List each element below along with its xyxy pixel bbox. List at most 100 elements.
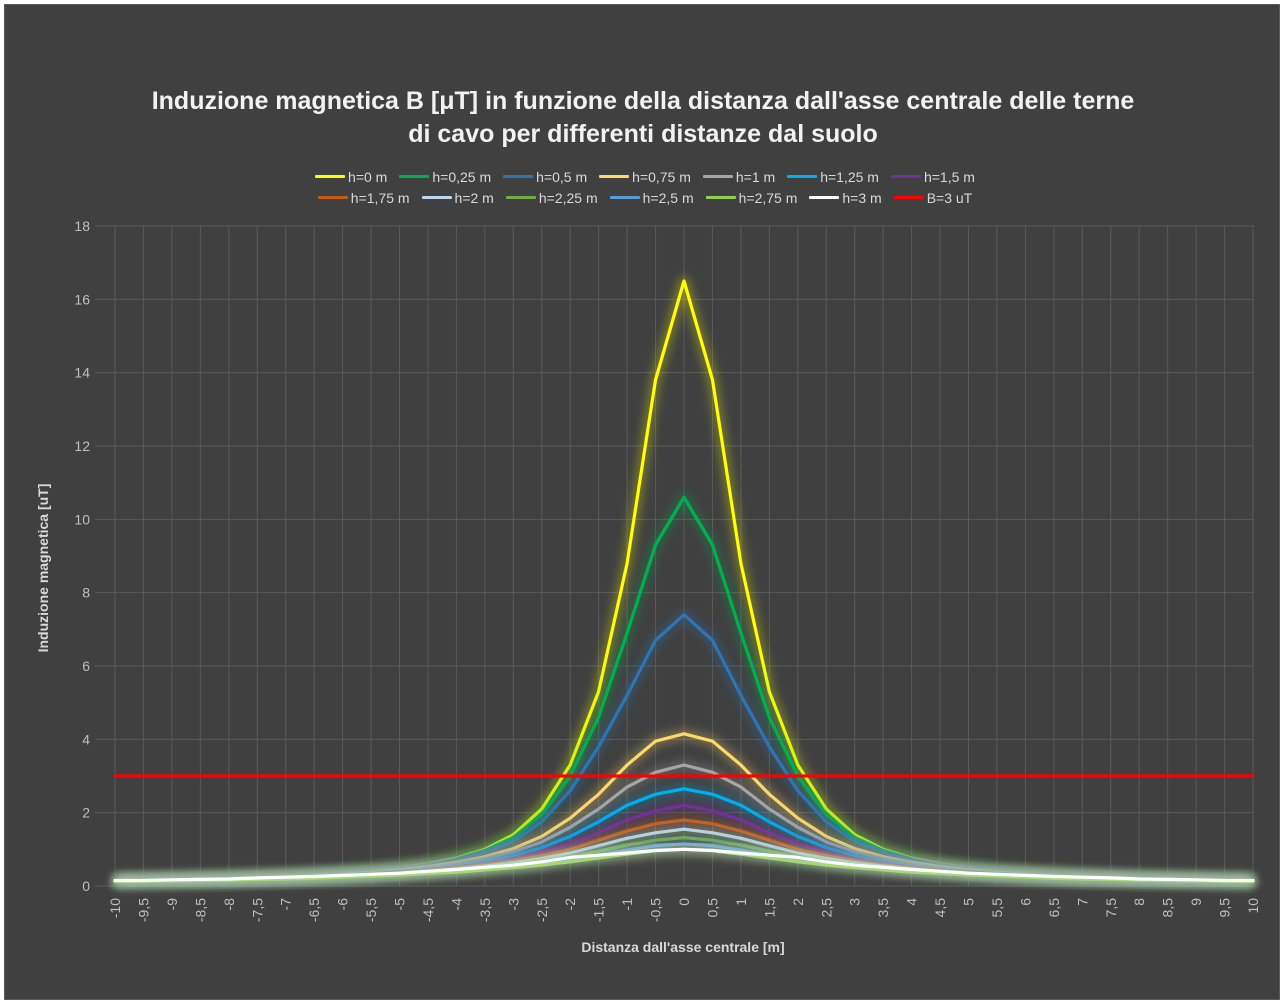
x-tick-label: -5,5 (363, 898, 379, 922)
legend-label: h=2,75 m (738, 189, 798, 206)
legend-item: h=2,75 m (705, 189, 798, 206)
y-tick-label: 12 (74, 438, 90, 454)
legend-swatch (705, 196, 736, 199)
x-tick-label: -9,5 (135, 898, 151, 922)
legend-swatch (890, 175, 921, 178)
legend-item: h=1,25 m (787, 169, 879, 185)
legend-label: h=2 m (454, 189, 494, 206)
legend-item: h=0 m (315, 169, 387, 185)
x-tick-label: -1 (619, 898, 635, 911)
legend-item: h=0,5 m (503, 169, 587, 185)
x-tick-label: 5 (961, 898, 977, 906)
y-tick-label: 0 (82, 878, 90, 894)
x-tick-label: -4 (448, 898, 464, 911)
x-tick-label: -6,5 (306, 898, 322, 922)
x-tick-label: 8 (1131, 898, 1147, 906)
legend-label: h=0,25 m (432, 168, 492, 185)
chart-legend: h=0 m h=0,25 m h=0,5 m h=0,75 m h=1 m h=1,25 … (105, 166, 1185, 208)
x-tick-label: -0,5 (648, 898, 664, 922)
x-tick-label: -1,5 (591, 898, 607, 922)
legend-swatch (421, 196, 452, 199)
chart-title-line-1: Induzione magnetica B [μT] in funzione d… (151, 87, 1135, 115)
x-tick-label: 0,5 (704, 898, 720, 918)
x-tick-label: 0 (676, 898, 692, 906)
y-tick-label: 14 (74, 365, 90, 381)
legend-item: h=2,25 m (505, 189, 598, 206)
legend-item: h=2 m (421, 189, 494, 206)
x-tick-label: -8 (221, 898, 237, 911)
y-tick-label: 18 (74, 218, 90, 234)
x-tick-label: -3,5 (477, 898, 493, 922)
x-tick-label: 9,5 (1217, 898, 1233, 918)
legend-label: h=0 m (348, 168, 388, 185)
legend-label: h=0,75 m (632, 168, 691, 185)
legend-label: h=1,25 m (820, 168, 879, 185)
x-tick-label: 4,5 (932, 898, 948, 918)
legend-swatch (893, 196, 924, 199)
legend-label: B=3 uT (926, 189, 973, 206)
x-tick-label: 10 (1245, 898, 1261, 914)
x-tick-label: -10 (107, 898, 123, 918)
x-tick-label: 2 (790, 898, 806, 906)
legend-swatch (609, 196, 640, 199)
legend-label: h=1,75 m (350, 189, 410, 206)
legend-item: h=2,5 m (609, 189, 694, 206)
x-tick-label: -2,5 (534, 898, 550, 922)
legend-swatch (317, 196, 348, 199)
y-tick-label: 8 (82, 585, 90, 601)
x-tick-label: 8,5 (1160, 898, 1176, 918)
x-tick-label: 4 (904, 898, 920, 906)
x-tick-label: 6,5 (1046, 898, 1062, 918)
legend-swatch (315, 175, 346, 178)
x-axis-title: Distanza dall'asse centrale [m] (581, 939, 785, 955)
x-tick-label: 1 (733, 898, 749, 906)
series-line (113, 847, 1255, 883)
legend-swatch (505, 196, 536, 199)
x-tick-label: -4,5 (420, 898, 436, 922)
chart-title-line-2: di cavo per differenti distanze dal suol… (408, 120, 878, 148)
y-tick-label: 2 (82, 805, 90, 821)
x-tick-label: -5 (392, 898, 408, 911)
y-tick-label: 10 (74, 511, 90, 527)
legend-item: h=0,75 m (599, 169, 691, 185)
legend-row: h=0 m h=0,25 m h=0,5 m h=0,75 m h=1 m h=1,25 … (105, 166, 1185, 187)
x-tick-label: 6 (1017, 898, 1033, 906)
legend-label: h=3 m (842, 189, 882, 206)
legend-swatch (399, 175, 430, 178)
x-tick-label: 5,5 (989, 898, 1005, 918)
legend-label: h=2,25 m (538, 189, 598, 206)
y-tick-label: 16 (74, 291, 90, 307)
chart-area: Induzione magnetica B [μT] in funzione d… (4, 4, 1280, 1000)
x-tick-label: 9 (1188, 898, 1204, 906)
legend-item: h=1,5 m (890, 168, 975, 185)
legend-label: h=0,5 m (536, 168, 588, 185)
y-tick-label: 6 (82, 658, 90, 674)
x-tick-label: 3 (847, 898, 863, 906)
x-tick-label: 7 (1074, 898, 1090, 906)
legend-label: h=2,5 m (642, 189, 694, 206)
legend-swatch (809, 196, 840, 199)
y-tick-label: 4 (82, 731, 90, 747)
legend-swatch (787, 175, 818, 178)
legend-item: B=3 uT (893, 189, 973, 206)
x-tick-label: 7,5 (1103, 898, 1119, 918)
x-tick-label: -7 (278, 898, 294, 911)
legend-swatch (503, 175, 534, 178)
legend-label: h=1 m (735, 168, 776, 185)
series-12 (113, 844, 1255, 885)
x-tick-label: -7,5 (249, 898, 265, 922)
x-tick-label: 3,5 (875, 898, 891, 918)
chart-title: Induzione magnetica B [μT] in funzione d… (5, 85, 1281, 151)
legend-swatch (599, 175, 630, 178)
x-tick-label: -6 (335, 898, 351, 911)
x-tick-label: -9 (164, 898, 180, 911)
legend-label: h=1,5 m (923, 168, 975, 185)
legend-swatch (702, 175, 733, 178)
x-tick-label: -3 (505, 898, 521, 911)
x-tick-label: 2,5 (818, 898, 834, 918)
x-tick-label: -2 (562, 898, 578, 911)
legend-item: h=1,75 m (317, 189, 410, 206)
legend-row: h=1,75 m h=2 m h=2,25 m h=2,5 m h=2,75 m h=3 … (105, 187, 1185, 208)
x-tick-label: 1,5 (761, 898, 777, 918)
